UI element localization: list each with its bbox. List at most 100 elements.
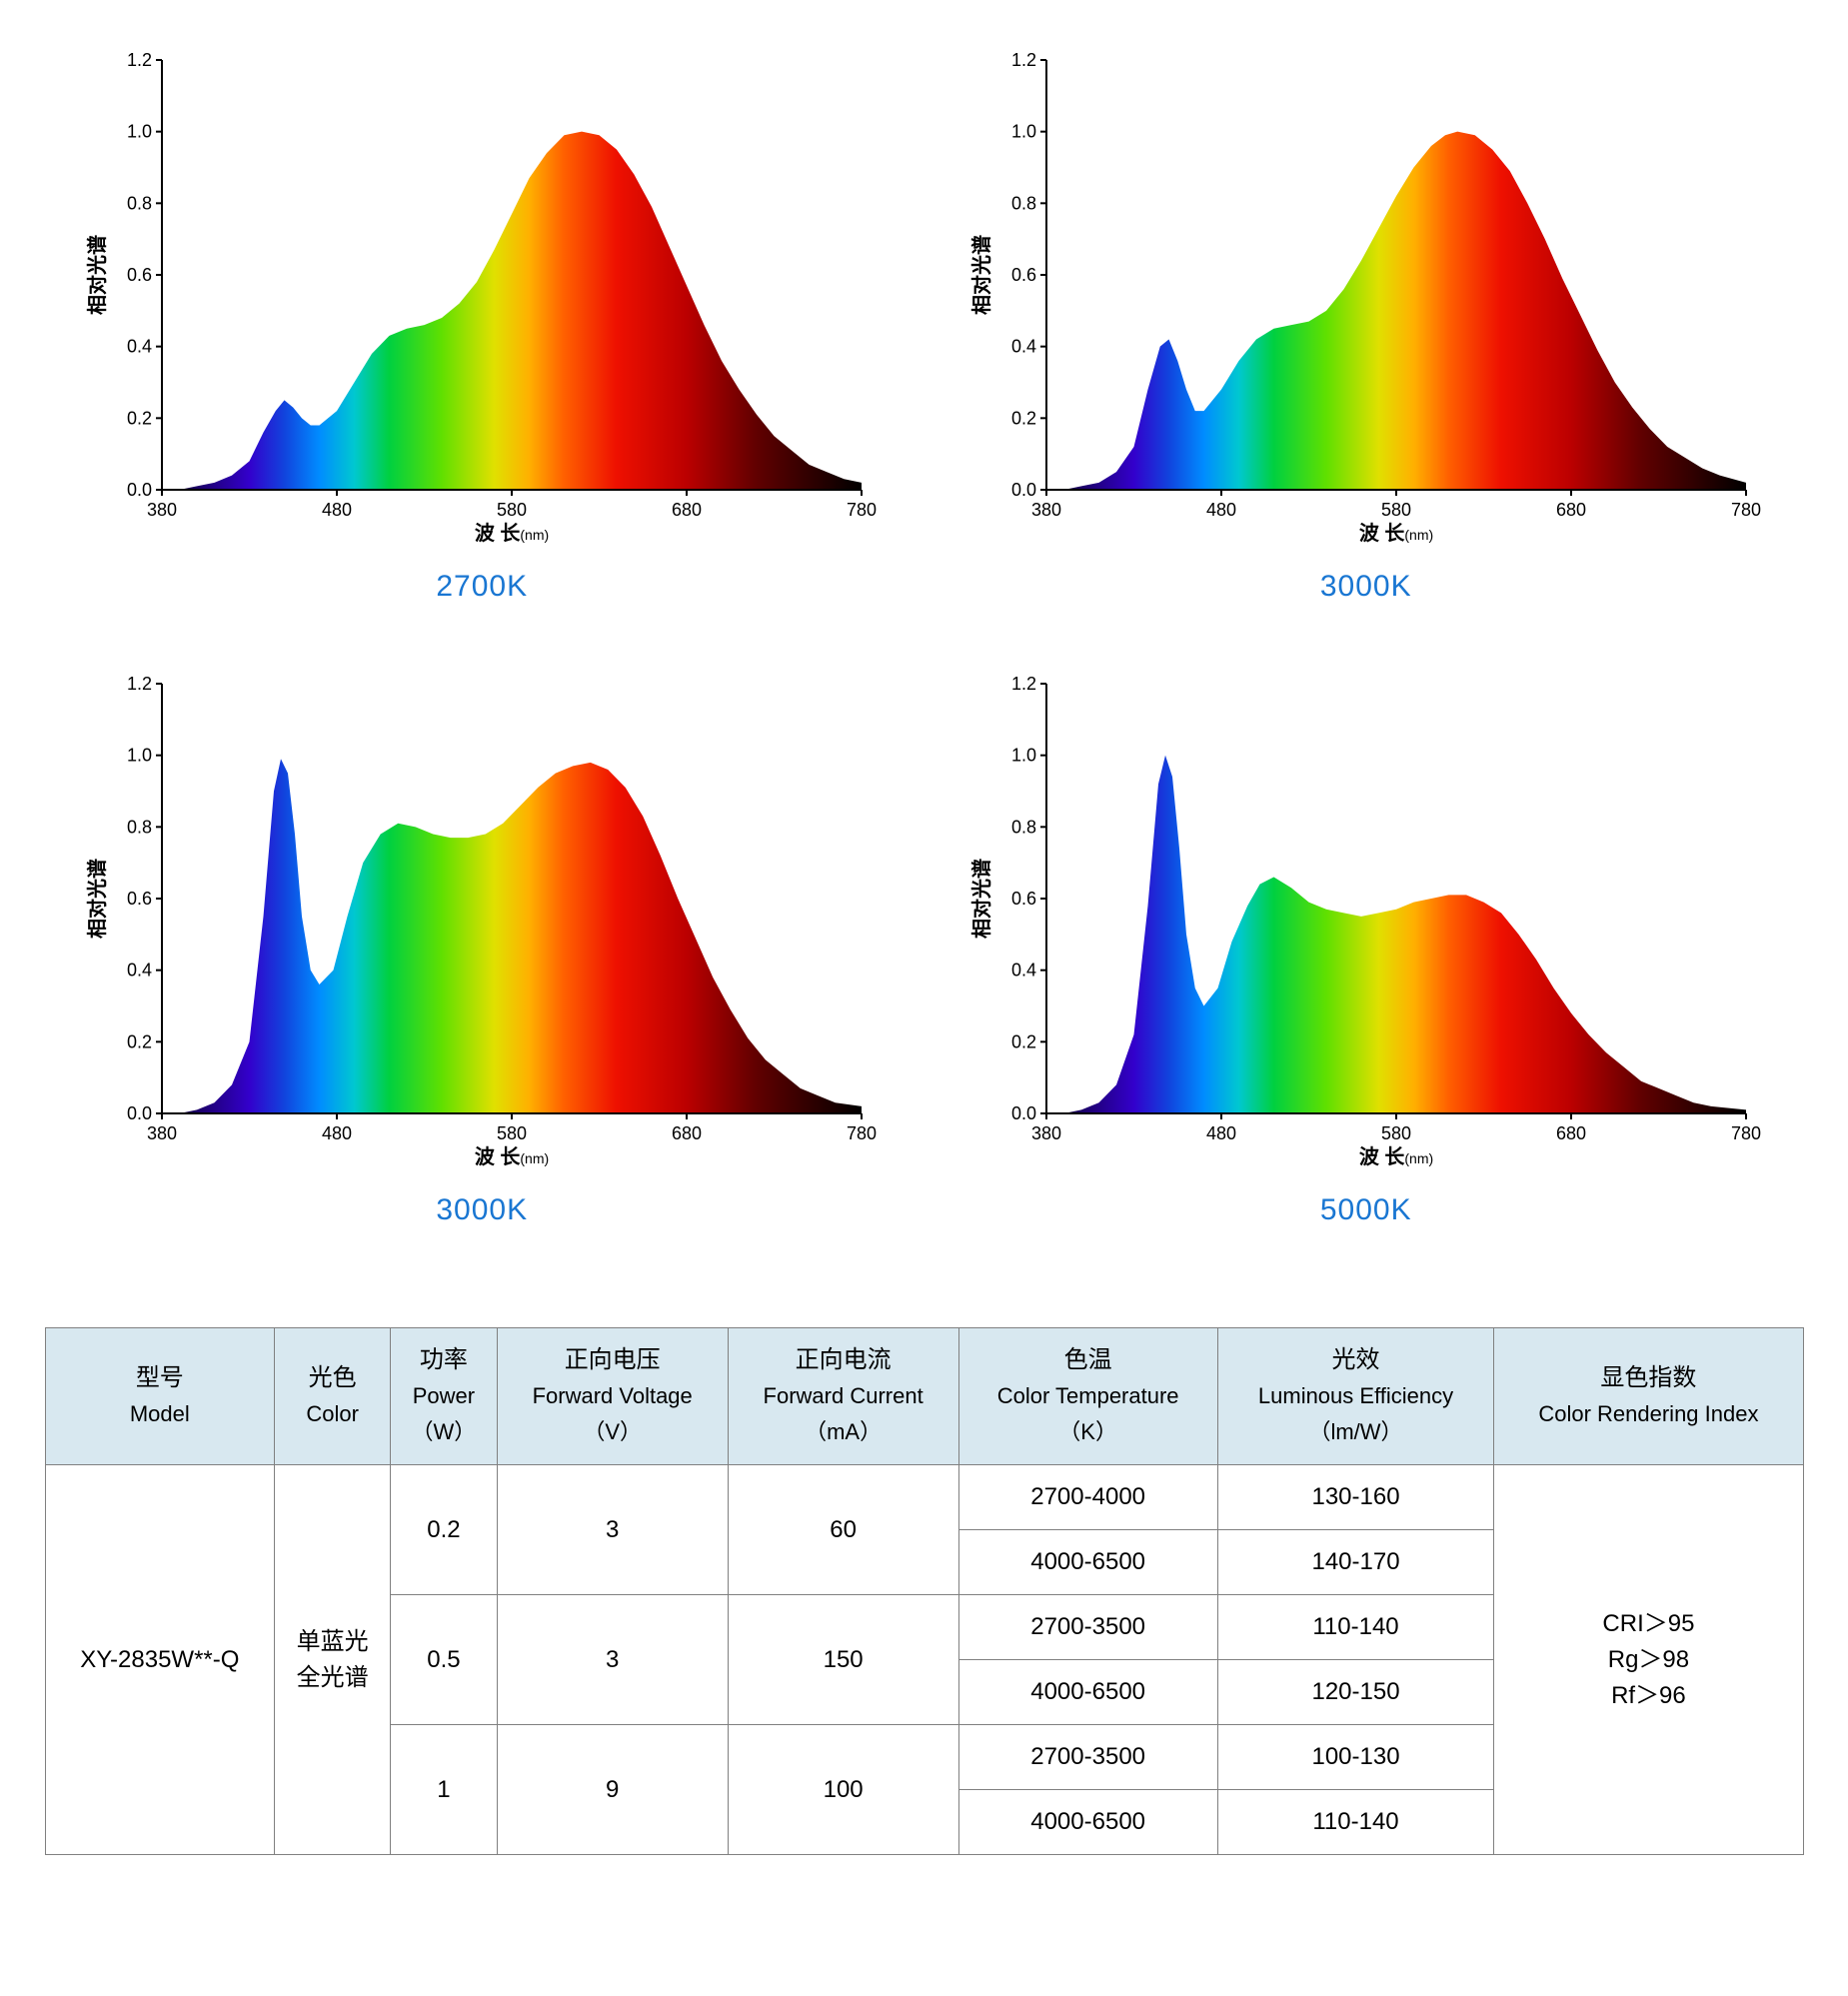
svg-text:0.0: 0.0 [1011,480,1036,500]
cell-power: 1 [391,1725,498,1855]
svg-text:680: 680 [1556,500,1586,520]
svg-text:0.8: 0.8 [127,817,152,837]
cell-ct: 2700-4000 [958,1465,1217,1530]
svg-text:580: 580 [497,1123,527,1143]
cell-model: XY-2835W**-Q [45,1465,275,1855]
svg-text:0.2: 0.2 [127,1031,152,1051]
cell-fv: 9 [497,1725,728,1855]
svg-text:相对光谱: 相对光谱 [85,235,109,315]
svg-text:1.0: 1.0 [1011,122,1036,142]
cell-fc: 100 [728,1725,958,1855]
chart-cell: 0.00.20.40.60.81.01.2380480580680780波 长(… [964,40,1769,604]
svg-text:0.6: 0.6 [127,265,152,285]
cell-le: 120-150 [1217,1660,1494,1725]
chart-title: 3000K [436,1193,528,1227]
chart-cell: 0.00.20.40.60.81.01.2380480580680780波 长(… [80,40,885,604]
svg-text:580: 580 [497,500,527,520]
svg-text:580: 580 [1381,1123,1411,1143]
th-en: Power [413,1383,475,1408]
cell-ct: 4000-6500 [958,1530,1217,1595]
cell-fc: 150 [728,1595,958,1725]
th-unit: （K） [1058,1419,1117,1444]
th-zh: 显色指数 [1600,1364,1696,1391]
cell-cri: CRI＞95Rg＞98Rf＞96 [1494,1465,1803,1855]
cell-fv: 3 [497,1595,728,1725]
chart-title: 2700K [436,570,528,604]
th-unit: （lm/W） [1308,1419,1402,1444]
spec-table-head: 型号Model光色Color功率Power（W）正向电压Forward Volt… [45,1328,1803,1465]
table-header: 正向电流 Forward Current （mA） [728,1328,958,1465]
cell-fc: 60 [728,1465,958,1595]
cell-color: 单蓝光全光谱 [275,1465,391,1855]
svg-text:680: 680 [672,1123,702,1143]
svg-text:1.0: 1.0 [127,122,152,142]
svg-text:0.8: 0.8 [127,193,152,213]
svg-text:相对光谱: 相对光谱 [969,235,993,315]
th-zh: 正向电压 [565,1346,661,1373]
svg-text:0.8: 0.8 [1011,817,1036,837]
chart-title: 5000K [1320,1193,1412,1227]
th-zh: 正向电流 [796,1346,892,1373]
svg-text:780: 780 [1731,500,1761,520]
svg-text:780: 780 [847,1123,877,1143]
spec-table: 型号Model光色Color功率Power（W）正向电压Forward Volt… [45,1327,1804,1855]
svg-text:0.0: 0.0 [127,480,152,500]
table-header: 光效Luminous Efficiency（lm/W） [1217,1328,1494,1465]
th-zh: 功率 [420,1346,468,1373]
th-en: Forward Voltage [533,1383,693,1408]
cell-power: 0.5 [391,1595,498,1725]
th-en: Model [130,1401,190,1426]
svg-text:0.4: 0.4 [127,337,152,357]
th-unit: （W） [412,1419,477,1444]
svg-text:680: 680 [672,500,702,520]
th-zh: 型号 [136,1364,184,1391]
spectrum-chart: 0.00.20.40.60.81.01.2380480580680780波 长(… [966,40,1766,560]
svg-text:380: 380 [1031,500,1061,520]
th-zh: 光色 [309,1364,357,1391]
svg-text:580: 580 [1381,500,1411,520]
svg-text:380: 380 [1031,1123,1061,1143]
cell-power: 0.2 [391,1465,498,1595]
svg-text:0.8: 0.8 [1011,193,1036,213]
svg-text:相对光谱: 相对光谱 [85,859,109,939]
svg-text:480: 480 [1206,1123,1236,1143]
cell-le: 100-130 [1217,1725,1494,1790]
svg-text:780: 780 [847,500,877,520]
spectrum-chart: 0.00.20.40.60.81.01.2380480580680780波 长(… [966,664,1766,1183]
svg-text:相对光谱: 相对光谱 [969,859,993,939]
chart-cell: 0.00.20.40.60.81.01.2380480580680780波 长(… [80,664,885,1227]
svg-text:0.6: 0.6 [127,889,152,909]
th-en: Color Rendering Index [1538,1401,1758,1426]
svg-text:0.0: 0.0 [127,1103,152,1123]
svg-text:1.2: 1.2 [127,50,152,70]
th-en: Forward Current [764,1383,924,1408]
th-unit: （mA） [805,1419,882,1444]
svg-text:1.0: 1.0 [127,746,152,766]
cell-ct: 2700-3500 [958,1725,1217,1790]
cell-le: 110-140 [1217,1595,1494,1660]
cell-le: 130-160 [1217,1465,1494,1530]
table-header: 型号 Model [45,1328,275,1465]
svg-text:0.2: 0.2 [1011,408,1036,428]
svg-text:380: 380 [147,500,177,520]
svg-text:480: 480 [1206,500,1236,520]
svg-text:480: 480 [322,500,352,520]
cell-ct: 4000-6500 [958,1660,1217,1725]
th-en: Luminous Efficiency [1258,1383,1453,1408]
charts-grid: 0.00.20.40.60.81.01.2380480580680780波 长(… [20,20,1828,1247]
spectrum-chart: 0.00.20.40.60.81.01.2380480580680780波 长(… [82,664,882,1183]
svg-text:1.2: 1.2 [127,674,152,694]
table-header: 色温Color Temperature（K） [958,1328,1217,1465]
chart-title: 3000K [1320,570,1412,604]
table-header: 功率 Power （W） [391,1328,498,1465]
chart-cell: 0.00.20.40.60.81.01.2380480580680780波 长(… [964,664,1769,1227]
table-header: 显色指数 Color Rendering Index [1494,1328,1803,1465]
svg-text:0.0: 0.0 [1011,1103,1036,1123]
svg-text:1.0: 1.0 [1011,746,1036,766]
cell-fv: 3 [497,1465,728,1595]
svg-text:0.6: 0.6 [1011,265,1036,285]
svg-text:1.2: 1.2 [1011,50,1036,70]
svg-text:0.2: 0.2 [1011,1031,1036,1051]
svg-text:0.2: 0.2 [127,408,152,428]
cell-le: 140-170 [1217,1530,1494,1595]
